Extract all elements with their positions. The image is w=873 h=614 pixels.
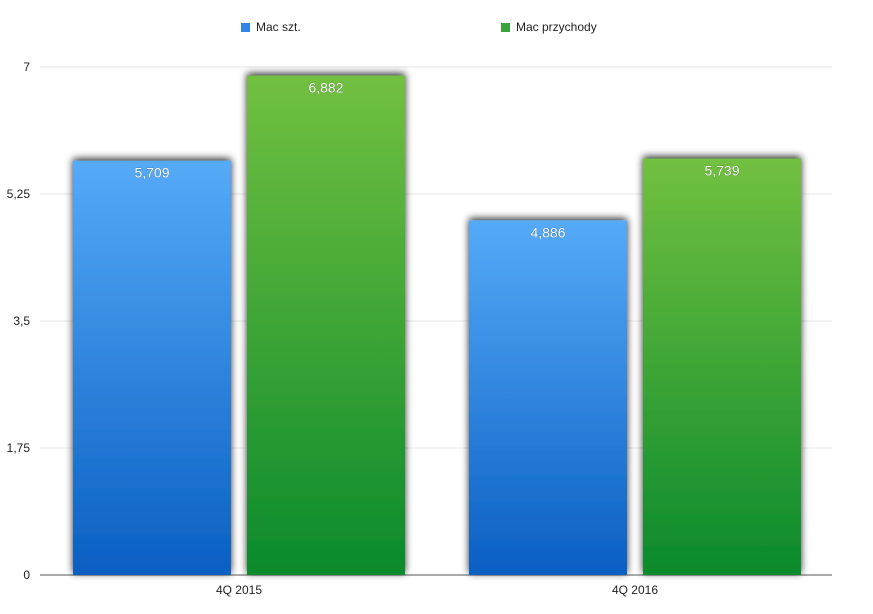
data-label: 5,709 <box>134 165 169 181</box>
y-tick-label: 0 <box>23 568 30 582</box>
y-tick-label: 7 <box>23 60 30 74</box>
legend-swatch-blue <box>241 22 250 32</box>
y-tick-label: 3,5 <box>13 314 30 328</box>
x-tick-label: 4Q 2016 <box>612 583 658 597</box>
y-tick-label: 1,75 <box>7 441 31 455</box>
legend-label-series-2: Mac przychody <box>516 20 597 34</box>
legend-item-series-2: Mac przychody <box>501 20 597 34</box>
legend-label-series-1: Mac szt. <box>256 20 301 34</box>
data-label: 5,739 <box>704 163 739 179</box>
x-tick-label: 4Q 2015 <box>216 583 262 597</box>
y-tick-label: 5,25 <box>7 187 31 201</box>
legend: Mac szt. Mac przychody <box>0 20 873 40</box>
labels: 0 1,75 3,5 5,25 7 5,709 6,882 4Q 2015 4,886 5,739… <box>7 60 740 597</box>
legend-item-series-1: Mac szt. <box>241 20 301 34</box>
bars <box>73 75 801 576</box>
bar-mac-szt-1 <box>73 160 231 576</box>
bar-mac-przychody-2 <box>643 158 801 575</box>
bar-mac-przychody-1 <box>247 75 405 576</box>
data-label: 4,886 <box>530 224 565 240</box>
legend-swatch-green <box>501 22 510 32</box>
data-label: 6,882 <box>308 80 343 96</box>
bar-mac-szt-2 <box>469 220 627 575</box>
